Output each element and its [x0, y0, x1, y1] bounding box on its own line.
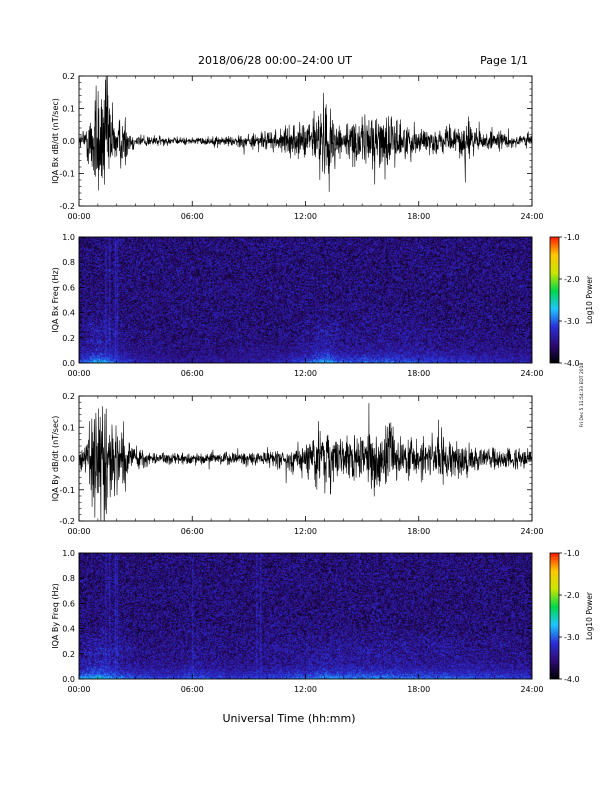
- y-tick-label: 0.2: [62, 650, 75, 659]
- colorbar-label: Log10 Power: [585, 591, 594, 640]
- spectrogram-image: [79, 553, 532, 679]
- colorbar-tick-label: -2.0: [564, 275, 580, 284]
- colorbar: [549, 552, 560, 680]
- colorbar-tick-label: -4.0: [564, 359, 580, 368]
- x-tick-label: 00:00: [67, 685, 90, 694]
- y-tick-label: 0.6: [62, 599, 75, 608]
- x-tick-label: 06:00: [181, 212, 204, 221]
- y-tick-label: 0.2: [62, 72, 75, 81]
- x-tick-label: 12:00: [294, 212, 317, 221]
- x-tick-label: 12:00: [294, 369, 317, 378]
- x-tick-label: 00:00: [67, 369, 90, 378]
- colorbar: [549, 236, 560, 364]
- figure-title: 2018/06/28 00:00–24:00 UT: [198, 54, 352, 67]
- y-tick-label: 1.0: [62, 549, 75, 558]
- y-axis-label: IQA Bx Freq (Hz): [51, 267, 60, 333]
- x-tick-label: 24:00: [520, 212, 543, 221]
- y-axis-label: IQA Bx dB/dt (nT/sec): [51, 98, 60, 184]
- y-tick-label: 0.0: [62, 359, 75, 368]
- colorbar-label: Log10 Power: [585, 275, 594, 324]
- y-tick-label: 0.4: [62, 309, 75, 318]
- colorbar-tick-label: -4.0: [564, 675, 580, 684]
- bx-spectrogram-panel: -1.0 -2.0 -3.0 -4.0 Log10 Power 1.0 0.8 0.6 0.4 0…: [51, 233, 594, 378]
- spectrogram-image: [79, 237, 532, 363]
- x-tick-label: 24:00: [520, 527, 543, 536]
- y-tick-label: -0.1: [59, 486, 75, 495]
- y-tick-label: -0.2: [59, 202, 75, 211]
- timestamp-note: Fri Dec 5 11:54:33 EDT 2018: [579, 362, 585, 427]
- y-tick-label: 1.0: [62, 233, 75, 242]
- x-tick-label: 18:00: [407, 685, 430, 694]
- by-spectrogram-panel: -1.0 -2.0 -3.0 -4.0 Log10 Power 1.0 0.8 0.6 0.4 0…: [51, 549, 594, 694]
- y-tick-label: 0.0: [62, 137, 75, 146]
- y-tick-label: 0.0: [62, 455, 75, 464]
- colorbar-tick-label: -3.0: [564, 317, 580, 326]
- y-tick-label: 0.2: [62, 392, 75, 401]
- y-tick-label: -0.2: [59, 517, 75, 526]
- x-axis-title: Universal Time (hh:mm): [223, 712, 356, 725]
- x-tick-label: 00:00: [67, 527, 90, 536]
- y-tick-label: 0.8: [62, 574, 75, 583]
- x-tick-label: 00:00: [67, 212, 90, 221]
- x-tick-label: 12:00: [294, 527, 317, 536]
- y-tick-label: -0.1: [59, 170, 75, 179]
- colorbar-tick-label: -1.0: [564, 549, 580, 558]
- y-tick-label: 0.0: [62, 675, 75, 684]
- page-indicator: Page 1/1: [480, 54, 528, 67]
- y-tick-label: 0.2: [62, 334, 75, 343]
- y-tick-label: 0.1: [62, 423, 75, 432]
- x-tick-label: 18:00: [407, 527, 430, 536]
- y-axis-label: IQA By dB/dt (nT/sec): [51, 416, 60, 502]
- x-tick-label: 24:00: [520, 369, 543, 378]
- dbdt-trace: [79, 76, 532, 192]
- y-axis-label: IQA By Freq (Hz): [51, 583, 60, 649]
- x-tick-label: 24:00: [520, 685, 543, 694]
- y-tick-label: 0.6: [62, 283, 75, 292]
- x-tick-label: 06:00: [181, 685, 204, 694]
- y-tick-label: 0.8: [62, 258, 75, 267]
- dbdt-trace: [79, 403, 532, 521]
- plot-frame: [78, 395, 533, 522]
- colorbar-tick-label: -2.0: [564, 591, 580, 600]
- by-dbdt-panel: 0.2 0.1 0.0 -0.1 -0.200:00 06:00 12:00 18:00 24:…: [51, 392, 544, 536]
- colorbar-tick-label: -3.0: [564, 633, 580, 642]
- bx-dbdt-panel: 0.2 0.1 0.0 -0.1 -0.200:00 06:00 12:00 18:00 24:…: [51, 72, 544, 221]
- x-tick-label: 18:00: [407, 369, 430, 378]
- x-tick-label: 06:00: [181, 527, 204, 536]
- x-tick-label: 18:00: [407, 212, 430, 221]
- y-tick-label: 0.4: [62, 625, 75, 634]
- x-tick-label: 06:00: [181, 369, 204, 378]
- y-tick-label: 0.1: [62, 105, 75, 114]
- x-tick-label: 12:00: [294, 685, 317, 694]
- colorbar-tick-label: -1.0: [564, 233, 580, 242]
